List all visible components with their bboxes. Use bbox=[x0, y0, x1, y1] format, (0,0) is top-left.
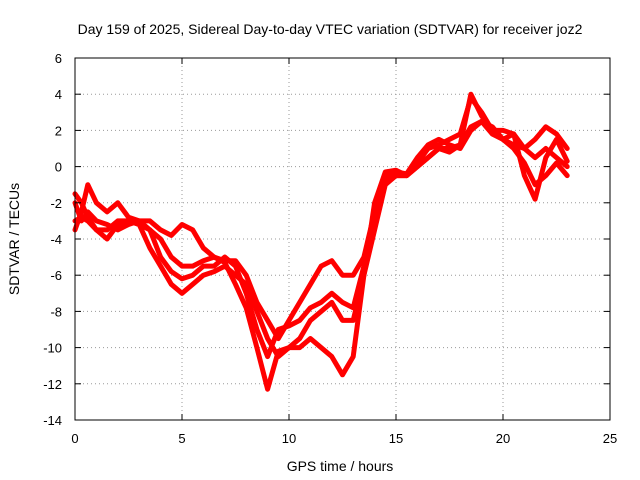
y-tick-label: 2 bbox=[55, 123, 62, 138]
x-axis-ticks: 0 5 10 15 20 25 bbox=[71, 58, 617, 446]
y-tick-label: 4 bbox=[55, 87, 62, 102]
data-series-layer bbox=[72, 91, 570, 392]
y-tick-label: -8 bbox=[50, 304, 62, 319]
y-tick-label: 0 bbox=[55, 160, 62, 175]
y-tick-label: -12 bbox=[43, 377, 62, 392]
x-tick-label: 0 bbox=[71, 431, 78, 446]
y-tick-label: -10 bbox=[43, 341, 62, 356]
series-line-4 bbox=[72, 91, 570, 392]
y-tick-label: -4 bbox=[50, 232, 62, 247]
x-tick-label: 5 bbox=[178, 431, 185, 446]
x-tick-label: 10 bbox=[282, 431, 296, 446]
y-tick-label: 6 bbox=[55, 51, 62, 66]
x-tick-label: 20 bbox=[496, 431, 510, 446]
x-tick-label: 25 bbox=[603, 431, 617, 446]
y-tick-label: -14 bbox=[43, 413, 62, 428]
grid-lines bbox=[75, 58, 610, 420]
y-tick-label: -6 bbox=[50, 268, 62, 283]
y-tick-label: -2 bbox=[50, 196, 62, 211]
chart-title: Day 159 of 2025, Sidereal Day-to-day VTE… bbox=[78, 21, 583, 37]
x-tick-label: 15 bbox=[389, 431, 403, 446]
x-axis-label: GPS time / hours bbox=[287, 458, 394, 474]
series-line-1 bbox=[72, 118, 570, 360]
y-axis-ticks: -14 -12 -10 -8 -6 -4 -2 0 2 4 6 bbox=[43, 51, 610, 428]
y-axis-label: SDTVAR / TECUs bbox=[6, 183, 22, 295]
